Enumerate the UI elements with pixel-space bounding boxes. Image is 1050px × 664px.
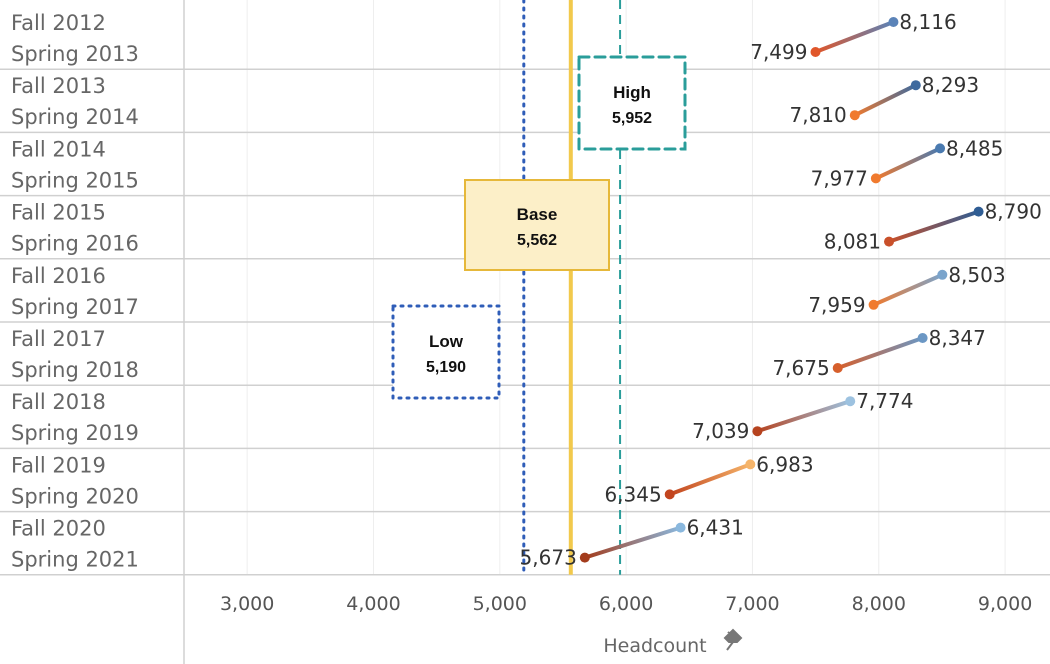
- spring-value-label: 7,774: [856, 389, 913, 413]
- fall-point: [849, 110, 860, 121]
- reference-annotations: Low 5,190 Base 5,562 High 5,952: [391, 55, 687, 400]
- x-tick-label: 3,000: [220, 593, 274, 615]
- dumbbell-bar: [873, 146, 943, 181]
- x-tick-label: 8,000: [852, 593, 906, 615]
- x-tick-label: 5,000: [473, 593, 527, 615]
- fall-point: [868, 299, 879, 310]
- annotation-name: High: [613, 83, 651, 102]
- annotation-name: Low: [429, 332, 464, 351]
- spring-value-label: 8,485: [946, 136, 1003, 160]
- spring-point: [745, 459, 756, 470]
- dumbbell-bar: [755, 399, 853, 434]
- row-label-spring: Spring 2013: [11, 42, 139, 66]
- row-label-spring: Spring 2014: [11, 105, 139, 129]
- dumbbell-bar: [871, 272, 945, 307]
- dumbbell-bar: [887, 209, 981, 244]
- row-label-spring: Spring 2018: [11, 358, 139, 382]
- row-label-fall: Fall 2017: [11, 327, 106, 351]
- spring-value-label: 8,790: [985, 200, 1042, 224]
- fall-point: [664, 489, 675, 500]
- fall-value-label: 8,081: [824, 230, 881, 254]
- fall-value-label: 7,675: [772, 356, 829, 380]
- row-label-spring: Spring 2015: [11, 168, 139, 192]
- spring-point: [973, 206, 984, 217]
- x-axis: Headcount 3,000 4,000 5,000 6,000 7,000 8,000…: [220, 593, 1032, 657]
- spring-value-label: 8,503: [948, 263, 1005, 287]
- dumbbell-bar: [813, 20, 896, 54]
- spring-point: [910, 80, 921, 91]
- row-labels: Fall 2012 Spring 2013 Fall 2013 Spring 2014…: [11, 11, 139, 572]
- dumbbell-bar: [852, 83, 918, 118]
- fall-value-label: 7,499: [750, 40, 807, 64]
- annotation-value: 5,562: [517, 232, 557, 249]
- annotation-name: Base: [517, 205, 558, 224]
- row-label-fall: Fall 2016: [11, 264, 106, 288]
- fall-point: [884, 236, 895, 247]
- annotation-value: 5,952: [612, 110, 652, 127]
- x-tick-label: 7,000: [725, 593, 779, 615]
- row-label-spring: Spring 2020: [11, 484, 139, 508]
- x-tick-label: 6,000: [599, 593, 653, 615]
- row-label-fall: Fall 2018: [11, 390, 106, 414]
- spring-point: [675, 522, 686, 533]
- fall-value-label: 5,673: [520, 546, 577, 570]
- pin-icon[interactable]: [723, 628, 743, 651]
- high-annotation: High 5,952: [577, 55, 687, 151]
- row-label-spring: Spring 2019: [11, 421, 139, 445]
- spring-value-label: 6,983: [756, 452, 813, 476]
- base-annotation: Base 5,562: [464, 179, 610, 271]
- x-tick-label: 4,000: [346, 593, 400, 615]
- fall-value-label: 7,039: [692, 419, 749, 443]
- fall-point: [579, 552, 590, 563]
- annotation-box: [464, 179, 610, 271]
- fall-value-label: 7,810: [790, 103, 847, 127]
- row-label-fall: Fall 2019: [11, 453, 106, 477]
- fall-point: [832, 363, 843, 373]
- row-label-spring: Spring 2017: [11, 295, 139, 319]
- row-label-fall: Fall 2012: [11, 11, 106, 35]
- low-annotation: Low 5,190: [391, 304, 501, 400]
- fall-point: [752, 426, 763, 437]
- spring-point: [888, 17, 899, 27]
- annotation-box: [391, 304, 501, 400]
- annotation-value: 5,190: [426, 359, 466, 376]
- annotation-box: [577, 55, 687, 151]
- dumbbell-bar: [835, 336, 925, 370]
- spring-value-label: 6,431: [687, 516, 744, 540]
- spring-point: [917, 333, 928, 343]
- row-label-spring: Spring 2016: [11, 232, 139, 256]
- spring-point: [935, 143, 946, 154]
- row-label-spring: Spring 2021: [11, 548, 139, 572]
- row-label-fall: Fall 2015: [11, 201, 106, 225]
- fall-point: [870, 173, 881, 184]
- row-label-fall: Fall 2013: [11, 74, 106, 98]
- spring-value-label: 8,116: [899, 10, 956, 34]
- x-tick-label: 9,000: [978, 593, 1032, 615]
- fall-value-label: 7,959: [808, 293, 865, 317]
- fall-value-label: 6,345: [604, 482, 661, 506]
- dumbbell-bar: [667, 462, 753, 497]
- x-axis-title: Headcount: [603, 635, 706, 657]
- dumbbell-bar: [582, 525, 683, 560]
- spring-value-label: 8,347: [929, 326, 986, 350]
- fall-point: [810, 47, 821, 57]
- dumbbell-marks: 7,499 8,116 7,810 8,293 7,977 8,485 8,081 8,790…: [520, 10, 1042, 570]
- spring-point: [937, 269, 948, 280]
- fall-value-label: 7,977: [811, 166, 868, 190]
- spring-value-label: 8,293: [922, 73, 979, 97]
- row-label-fall: Fall 2014: [11, 137, 106, 161]
- spring-point: [845, 396, 856, 407]
- row-label-fall: Fall 2020: [11, 517, 106, 541]
